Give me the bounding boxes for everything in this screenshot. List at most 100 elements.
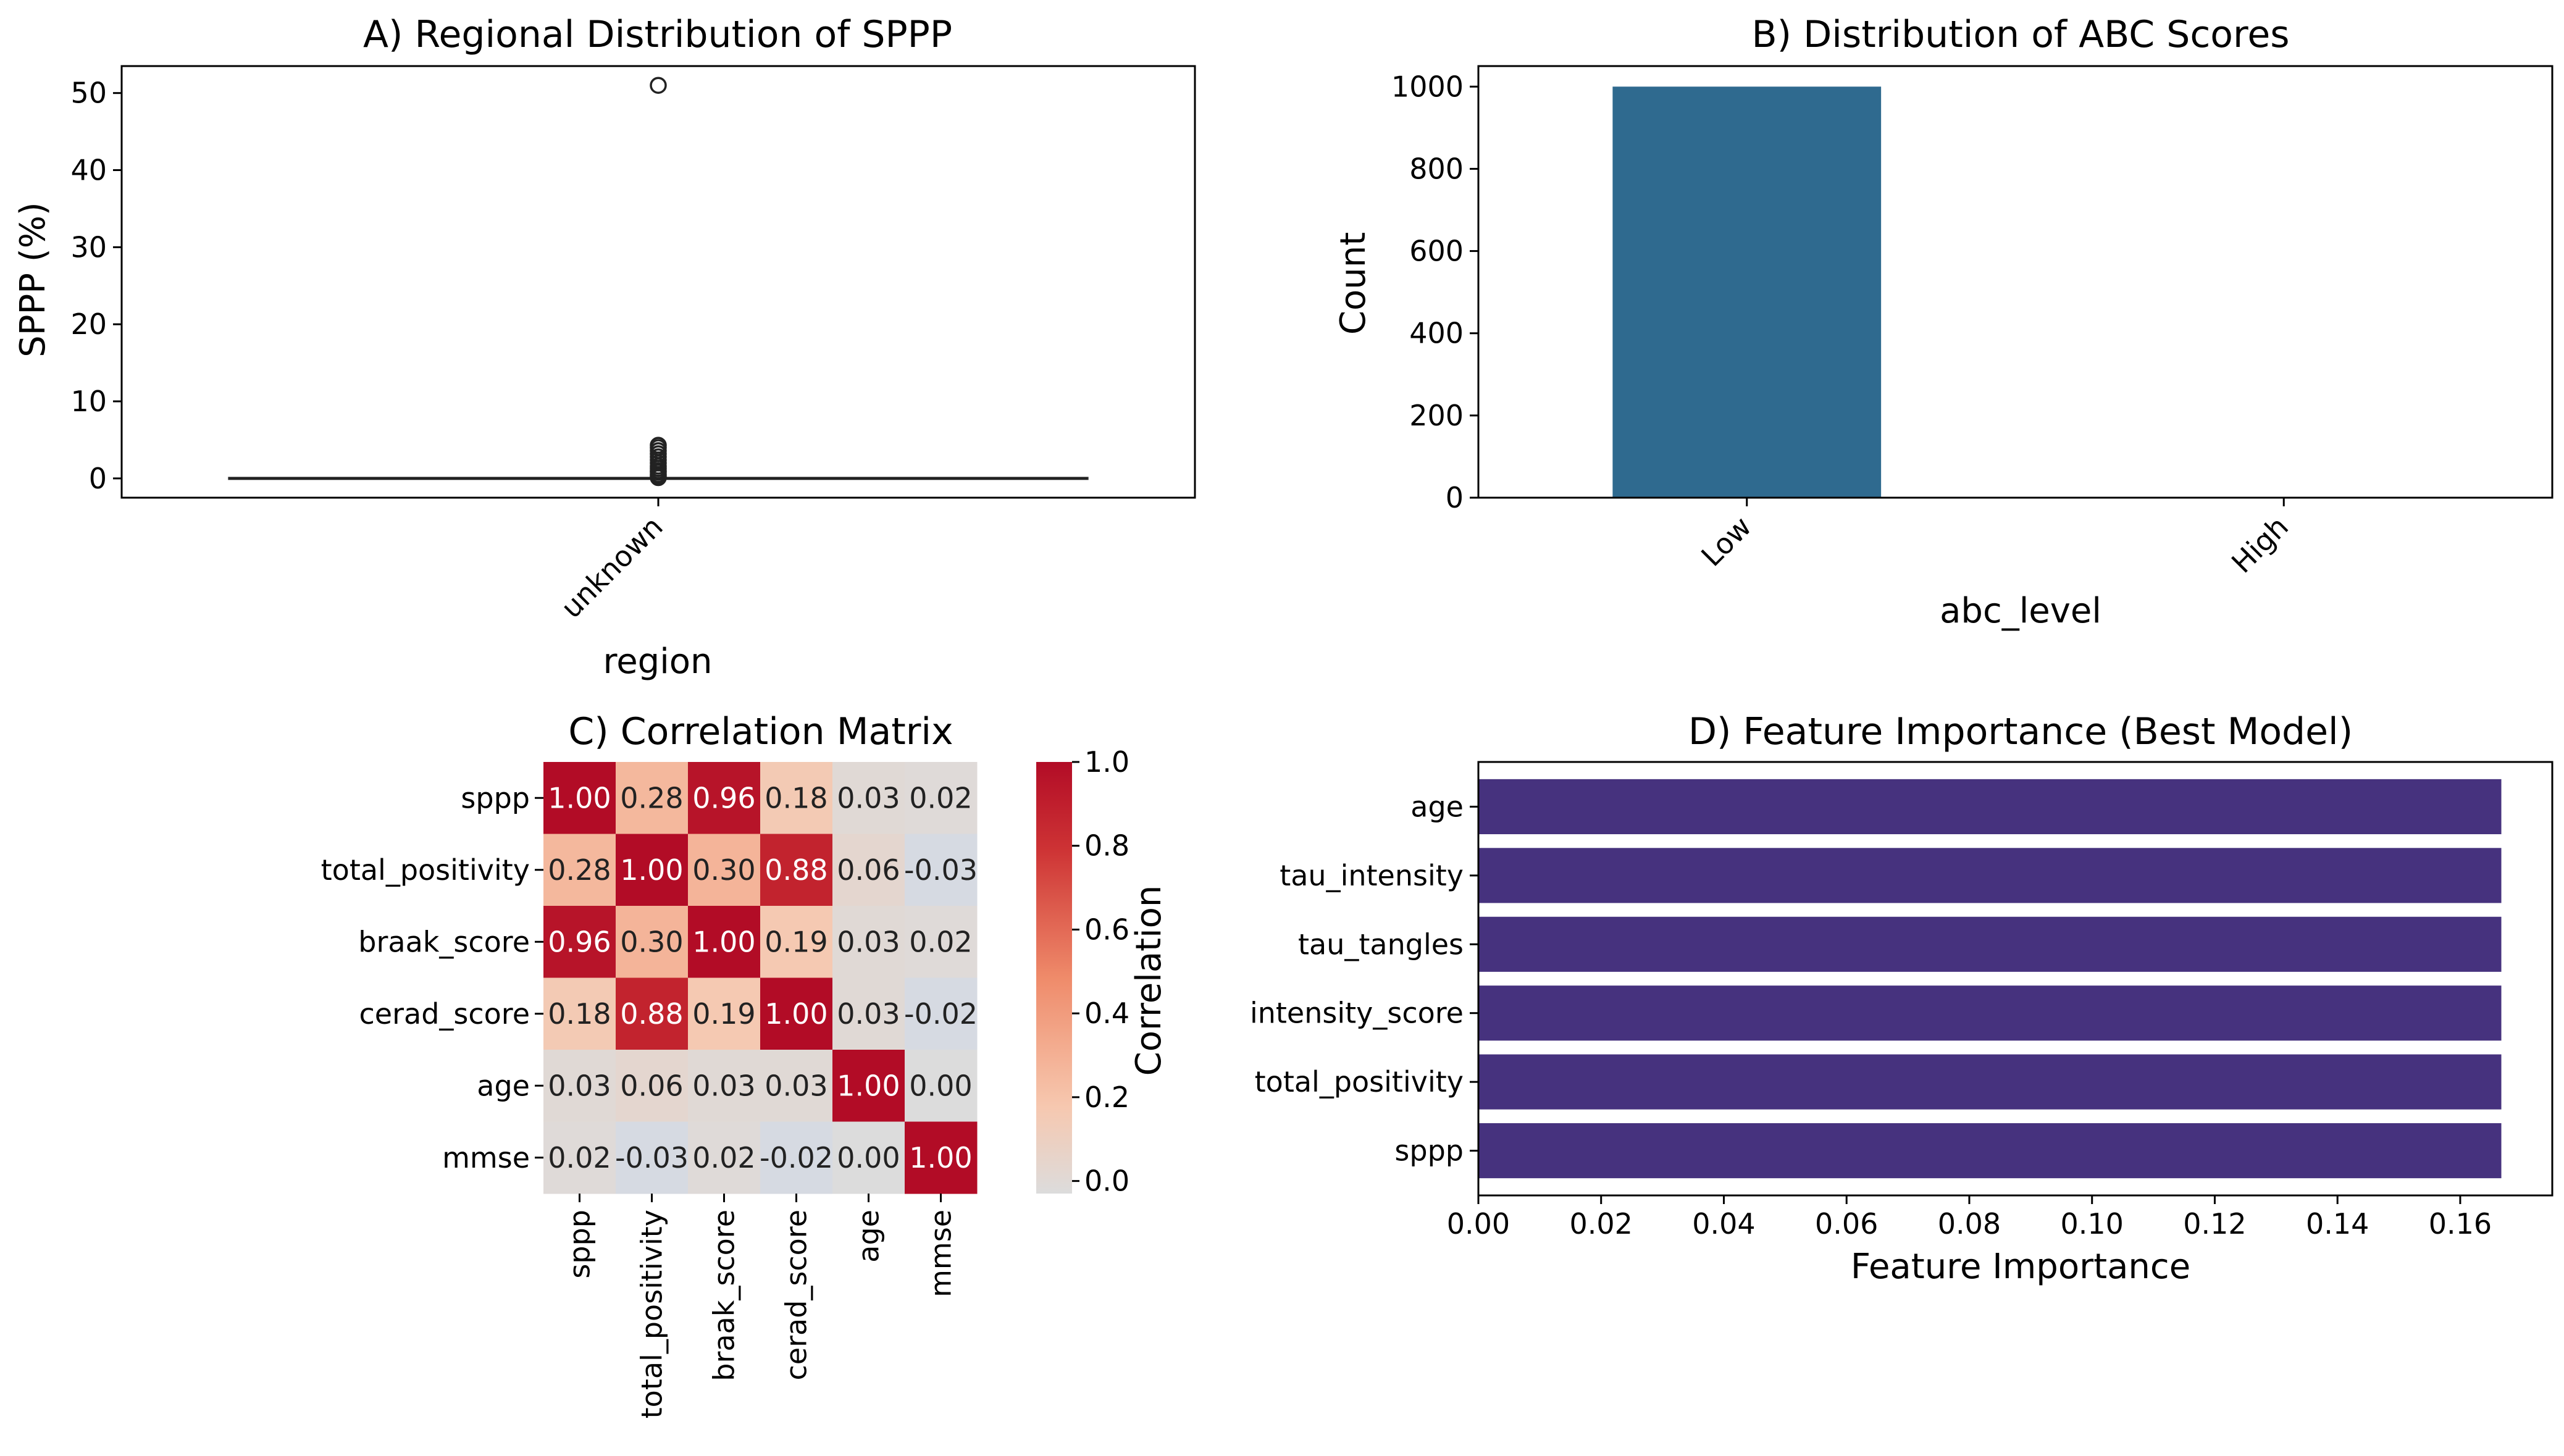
x-tick-label: sppp bbox=[563, 1210, 597, 1279]
y-tick-label: tau_tangles bbox=[1298, 927, 1464, 961]
y-tick-label: age bbox=[477, 1069, 530, 1102]
cell-label: 0.03 bbox=[837, 997, 900, 1031]
heatmap-cell bbox=[543, 834, 616, 906]
y-tick-label: 40 bbox=[70, 154, 107, 187]
cell-label: 0.03 bbox=[692, 1069, 755, 1102]
x-tick-label: unknown bbox=[555, 510, 669, 625]
y-tick-label: age bbox=[1410, 790, 1464, 823]
outlier-point bbox=[650, 77, 667, 94]
x-tick-label: age bbox=[852, 1210, 886, 1263]
heatmap-cell bbox=[616, 762, 689, 834]
heatmap-cell bbox=[832, 762, 905, 834]
x-tick-label: 0.06 bbox=[1815, 1207, 1878, 1241]
x-tick-label: 0.12 bbox=[2183, 1207, 2246, 1241]
y-tick-label: braak_score bbox=[358, 925, 530, 958]
colorbar-tick-label: 1.0 bbox=[1084, 745, 1129, 779]
cell-label: 0.30 bbox=[620, 925, 683, 958]
y-tick-label: total_positivity bbox=[1255, 1065, 1464, 1098]
cell-label: 0.88 bbox=[765, 853, 827, 887]
heatmap-cell bbox=[760, 762, 833, 834]
cell-label: 0.02 bbox=[909, 925, 972, 958]
panel-c-heatmap: C) Correlation Matrix Correlation 1.00 0.… bbox=[321, 710, 1169, 1418]
heatmap-cell bbox=[616, 834, 689, 906]
cell-label: 0.19 bbox=[765, 925, 827, 958]
y-tick-label: 0 bbox=[1446, 481, 1464, 514]
heatmap-cell bbox=[905, 906, 978, 978]
heatmap-cell bbox=[616, 977, 689, 1050]
x-tick-label: mmse bbox=[924, 1210, 958, 1297]
bar bbox=[1478, 1054, 2502, 1110]
cell-label: 0.06 bbox=[837, 853, 900, 887]
x-tick-label: 0.14 bbox=[2306, 1207, 2369, 1241]
plot-frame bbox=[120, 65, 1196, 499]
heatmap-cell bbox=[688, 906, 761, 978]
y-tick-label: intensity_score bbox=[1250, 997, 1464, 1030]
bar bbox=[1478, 985, 2502, 1041]
heatmap-cell bbox=[543, 1050, 616, 1122]
x-tick-label: Low bbox=[1695, 510, 1758, 573]
y-tick-label: mmse bbox=[442, 1141, 530, 1174]
outlier-point bbox=[650, 437, 667, 454]
x-tick-label: 0.08 bbox=[1938, 1207, 2001, 1241]
heatmap-cell bbox=[760, 1121, 833, 1194]
cell-label: 0.00 bbox=[837, 1141, 900, 1174]
cell-label: 0.00 bbox=[909, 1069, 972, 1102]
cell-label: 0.03 bbox=[837, 781, 900, 814]
x-tick-label: 0.02 bbox=[1570, 1207, 1633, 1241]
cell-label: 1.00 bbox=[837, 1069, 900, 1102]
cell-label: 0.96 bbox=[548, 925, 611, 958]
y-tick-label: 200 bbox=[1409, 399, 1464, 432]
cell-label: 0.19 bbox=[692, 997, 755, 1031]
x-tick-label: 0.16 bbox=[2429, 1207, 2492, 1241]
x-tick-label: 0.10 bbox=[2061, 1207, 2124, 1241]
cell-label: 1.00 bbox=[620, 853, 683, 887]
panel-b-xlabel: abc_level bbox=[1940, 591, 2101, 631]
panel-c-title: C) Correlation Matrix bbox=[568, 710, 953, 753]
cell-label: 0.30 bbox=[692, 853, 755, 887]
heatmap-cell bbox=[832, 1050, 905, 1122]
y-tick-label: 30 bbox=[70, 230, 107, 264]
heatmap-cell bbox=[760, 906, 833, 978]
cell-label: 0.02 bbox=[909, 781, 972, 814]
heatmap-cell bbox=[616, 906, 689, 978]
y-tick-label: total_positivity bbox=[321, 853, 530, 887]
bar bbox=[1478, 916, 2502, 972]
heatmap-cell bbox=[832, 1121, 905, 1194]
y-tick-label: 0 bbox=[89, 462, 107, 495]
panel-b-title: B) Distribution of ABC Scores bbox=[1751, 13, 2289, 56]
colorbar-tick-label: 0.2 bbox=[1084, 1081, 1129, 1114]
colorbar-tick-label: 0.6 bbox=[1084, 913, 1129, 946]
cell-label: 1.00 bbox=[765, 997, 827, 1031]
cell-label: 0.28 bbox=[548, 853, 611, 887]
x-tick-label: cerad_score bbox=[780, 1210, 813, 1381]
heatmap-cell bbox=[905, 977, 978, 1050]
heatmap-cell bbox=[616, 1050, 689, 1122]
panel-a-xlabel: region bbox=[603, 642, 712, 682]
y-tick-label: 600 bbox=[1409, 235, 1464, 268]
bar bbox=[1478, 1123, 2502, 1179]
heatmap-cell bbox=[905, 834, 978, 906]
x-tick-label: High bbox=[2225, 510, 2295, 580]
colorbar-tick-label: 0.0 bbox=[1084, 1165, 1129, 1198]
y-tick-label: 20 bbox=[70, 308, 107, 341]
cell-label: 0.88 bbox=[620, 997, 683, 1031]
heatmap-cell bbox=[905, 1121, 978, 1194]
y-tick-label: cerad_score bbox=[359, 997, 530, 1031]
cell-label: -0.03 bbox=[904, 853, 978, 887]
cell-label: 0.18 bbox=[548, 997, 611, 1031]
heatmap-cell bbox=[905, 1050, 978, 1122]
y-tick-label: 1000 bbox=[1391, 70, 1464, 103]
colorbar-tick-label: 0.8 bbox=[1084, 829, 1129, 863]
cell-label: 0.06 bbox=[620, 1069, 683, 1102]
heatmap-cell bbox=[616, 1121, 689, 1194]
heatmap-cell bbox=[905, 762, 978, 834]
heatmap-cell bbox=[688, 1121, 761, 1194]
heatmap-cell bbox=[688, 762, 761, 834]
heatmap-cell bbox=[543, 977, 616, 1050]
bar bbox=[1612, 86, 1882, 498]
y-tick-label: sppp bbox=[461, 781, 530, 814]
panel-d-title: D) Feature Importance (Best Model) bbox=[1688, 710, 2353, 753]
y-tick-label: 10 bbox=[70, 385, 107, 418]
colorbar-label: Correlation bbox=[1129, 885, 1169, 1076]
colorbar bbox=[1036, 762, 1072, 1194]
